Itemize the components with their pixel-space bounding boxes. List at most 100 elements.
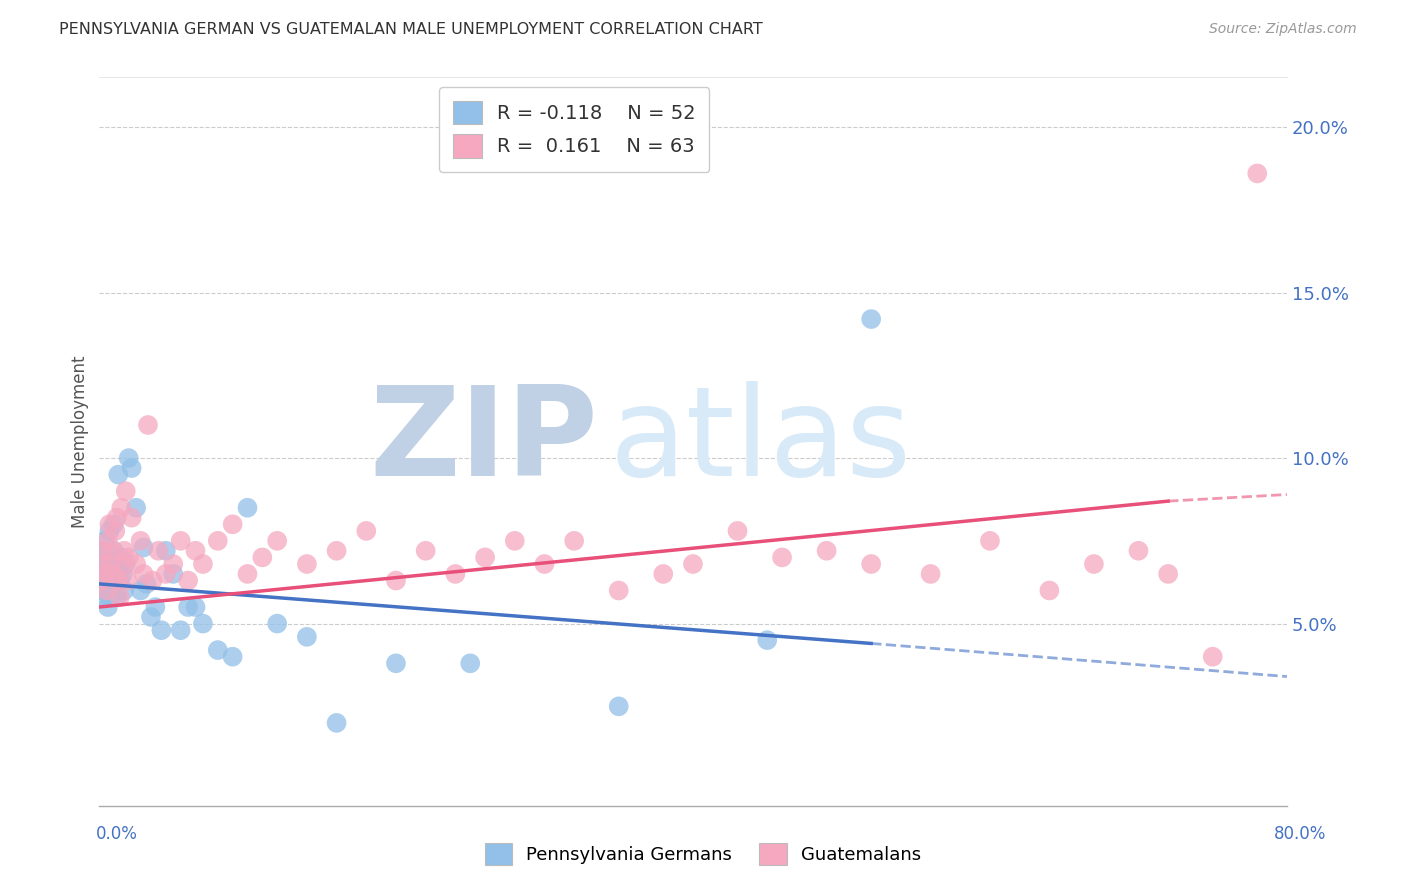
Point [89,574,111,588]
Point [100,566,122,581]
Point [96,577,118,591]
Point [770,550,793,565]
Point [325,543,347,558]
Point [104,524,127,538]
Point [107,467,129,482]
Point [104,557,127,571]
Point [94,566,117,581]
Point [132,566,155,581]
Text: 0.0%: 0.0% [96,825,138,843]
Point [266,616,288,631]
Text: PENNSYLVANIA GERMAN VS GUATEMALAN MALE UNEMPLOYMENT CORRELATION CHART: PENNSYLVANIA GERMAN VS GUATEMALAN MALE U… [59,22,763,37]
Point [1246,166,1268,180]
Point [221,517,243,532]
Point [145,600,167,615]
Point [236,566,259,581]
Point [98,517,121,532]
Point [103,566,125,581]
Point [93,543,115,558]
Point [295,630,318,644]
Point [115,574,138,588]
Point [104,577,127,591]
Point [356,524,378,538]
Point [139,610,162,624]
Point [155,543,177,558]
Point [118,550,141,565]
Point [101,583,124,598]
Point [91,583,114,598]
Point [1038,583,1060,598]
Point [114,484,136,499]
Point [112,543,135,558]
Point [94,533,117,548]
Point [96,550,118,565]
Point [129,533,152,548]
Point [756,633,779,648]
Point [121,510,143,524]
Legend: R = -0.118    N = 52, R =  0.161    N = 63: R = -0.118 N = 52, R = 0.161 N = 63 [439,87,710,171]
Point [652,566,675,581]
Point [111,566,134,581]
Point [533,557,555,571]
Point [89,566,111,581]
Text: atlas: atlas [610,381,912,502]
Point [184,543,207,558]
Point [474,550,496,565]
Point [562,533,585,548]
Text: Source: ZipAtlas.com: Source: ZipAtlas.com [1209,22,1357,37]
Point [860,312,883,326]
Point [129,583,152,598]
Y-axis label: Male Unemployment: Male Unemployment [72,355,89,528]
Point [503,533,526,548]
Point [191,557,214,571]
Point [108,574,131,588]
Point [148,543,170,558]
Point [236,500,259,515]
Point [121,461,143,475]
Point [207,643,229,657]
Point [1083,557,1105,571]
Point [125,500,148,515]
Point [1202,649,1225,664]
Point [607,699,630,714]
Point [98,574,121,588]
Point [295,557,318,571]
Point [1128,543,1150,558]
Point [94,590,117,604]
Point [136,417,159,432]
Point [141,574,163,588]
Point [103,543,125,558]
Text: 80.0%: 80.0% [1274,825,1326,843]
Point [110,500,132,515]
Point [112,583,135,598]
Point [103,517,125,532]
Point [979,533,1001,548]
Point [252,550,274,565]
Point [100,557,122,571]
Text: ZIP: ZIP [370,381,598,502]
Point [162,557,184,571]
Point [184,600,207,615]
Point [727,524,749,538]
Point [1157,566,1180,581]
Point [458,657,481,671]
Point [155,566,177,581]
Point [150,624,173,638]
Point [97,600,120,615]
Point [815,543,838,558]
Point [108,590,131,604]
Point [118,451,141,466]
Point [385,657,408,671]
Point [415,543,437,558]
Point [107,574,129,588]
Point [169,533,191,548]
Point [105,510,128,524]
Point [91,557,114,571]
Point [125,557,148,571]
Point [191,616,214,631]
Point [96,583,118,598]
Point [101,543,124,558]
Point [860,557,883,571]
Point [105,590,128,604]
Point [97,533,120,548]
